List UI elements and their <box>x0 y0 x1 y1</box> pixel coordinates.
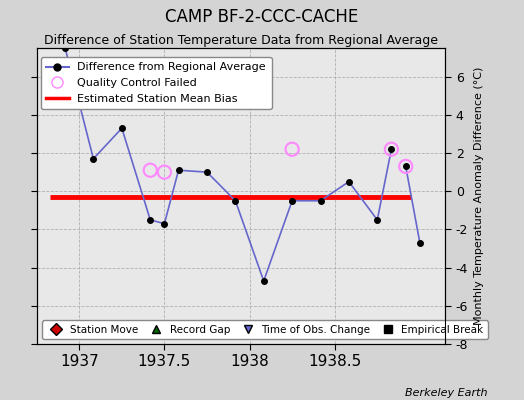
Point <box>160 169 169 175</box>
Point <box>288 146 297 152</box>
Legend: Station Move, Record Gap, Time of Obs. Change, Empirical Break: Station Move, Record Gap, Time of Obs. C… <box>42 320 488 339</box>
Text: Berkeley Earth: Berkeley Earth <box>405 388 487 398</box>
Title: Difference of Station Temperature Data from Regional Average: Difference of Station Temperature Data f… <box>44 34 438 47</box>
Y-axis label: Monthly Temperature Anomaly Difference (°C): Monthly Temperature Anomaly Difference (… <box>474 67 484 325</box>
Text: CAMP BF-2-CCC-CACHE: CAMP BF-2-CCC-CACHE <box>166 8 358 26</box>
Point <box>146 167 155 174</box>
Point <box>387 146 396 152</box>
Point <box>401 163 410 170</box>
